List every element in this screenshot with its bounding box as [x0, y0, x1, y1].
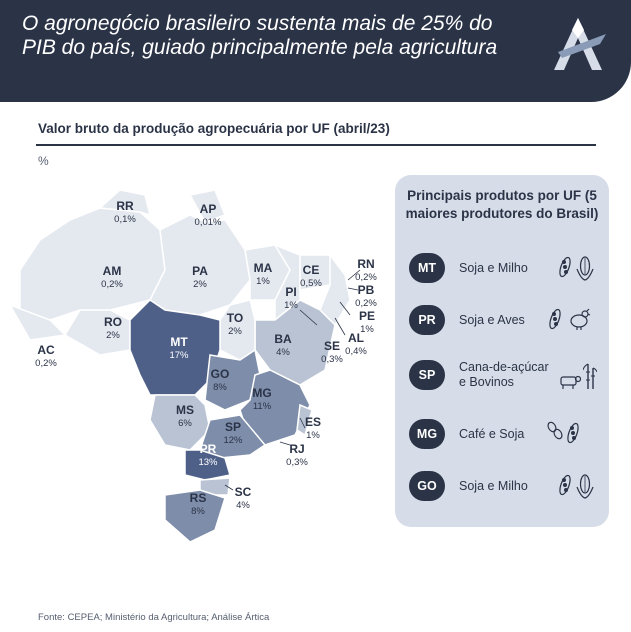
- product-row: SP Cana-de-açúcar e Bovinos: [409, 360, 599, 394]
- state-label-ac: AC 0,2%: [35, 343, 57, 370]
- state-label-es: ES 1%: [304, 415, 321, 442]
- coffee-bean-icon: [547, 421, 563, 440]
- state-label-se: SE 0,3%: [321, 339, 343, 366]
- state-label-mg: MG 11%: [252, 386, 272, 413]
- product-row: GO Soja e Milho: [409, 471, 599, 505]
- product-text: Soja e Milho: [459, 479, 528, 493]
- soy-icon: [549, 308, 561, 330]
- region-es: [296, 403, 313, 437]
- product-row: MT Soja e Milho: [409, 253, 599, 287]
- soy-icon: [559, 474, 571, 496]
- state-label-rs: RS 8%: [189, 491, 207, 518]
- corn-icon: [576, 256, 594, 281]
- state-label-go: GO 8%: [210, 367, 230, 394]
- product-row: MG Café e Soja: [409, 419, 599, 453]
- region-ap: [188, 189, 226, 223]
- state-label-pe: PE 1%: [358, 309, 375, 336]
- region-mt: [129, 299, 221, 396]
- uf-badge: MT: [409, 253, 445, 283]
- uf-badge: SP: [409, 360, 445, 390]
- divider: [36, 144, 596, 146]
- cow-icon: [560, 375, 581, 389]
- uf-badge: GO: [409, 471, 445, 501]
- state-label-ma: MA 1%: [253, 261, 273, 288]
- state-label-sc: SC 4%: [234, 485, 252, 512]
- chicken-icon: [570, 308, 591, 330]
- region-rr: [98, 189, 152, 217]
- state-label-ms: MS 6%: [176, 403, 194, 430]
- products-panel: Principais produtos por UF (5 maiores pr…: [395, 175, 609, 527]
- state-label-rn: RN 0,2%: [355, 257, 377, 284]
- state-label-ce: CE 0,5%: [300, 263, 322, 290]
- header-banner: O agronegócio brasileiro sustenta mais d…: [0, 0, 631, 102]
- company-logo-icon: [554, 18, 606, 70]
- state-label-rj: RJ 0,3%: [286, 442, 308, 469]
- region-am: [19, 207, 166, 321]
- state-label-rr: RR 0,1%: [114, 199, 136, 226]
- header-title: O agronegócio brasileiro sustenta mais d…: [22, 12, 498, 59]
- product-text: Café e Soja: [459, 427, 525, 441]
- state-label-am: AM 0,2%: [101, 264, 123, 291]
- state-label-pa: PA 2%: [192, 264, 208, 291]
- region-pa: [149, 214, 251, 316]
- region-rs: [164, 489, 226, 543]
- product-text: Cana-de-açúcar e Bovinos: [459, 360, 549, 389]
- product-row: PR Soja e Aves: [409, 305, 599, 339]
- region-pr: [184, 449, 231, 481]
- region-ba: [254, 299, 336, 386]
- uf-badge: MG: [409, 419, 445, 449]
- unit-label: %: [38, 154, 49, 168]
- uf-badge: PR: [409, 305, 445, 335]
- soy-icon: [559, 256, 571, 278]
- soy-icon: [567, 422, 579, 444]
- brazil-map: [8, 189, 361, 543]
- product-text: Soja e Aves: [459, 313, 525, 327]
- state-label-mt: MT 17%: [169, 335, 189, 362]
- state-label-pr: PR 13%: [198, 442, 218, 469]
- state-label-sp: SP 12%: [223, 420, 243, 447]
- region-mg: [239, 369, 311, 446]
- chart-subtitle: Valor bruto da produção agropecuária por…: [38, 121, 390, 136]
- state-label-to: TO 2%: [226, 311, 244, 338]
- corn-icon: [576, 474, 594, 499]
- region-ms: [149, 394, 211, 451]
- state-label-pi: PI 1%: [284, 285, 298, 312]
- state-label-pb: PB 0,2%: [355, 283, 377, 310]
- sugarcane-icon: [583, 363, 597, 389]
- state-label-al: AL 0,4%: [345, 331, 367, 358]
- state-label-ba: BA 4%: [274, 332, 292, 359]
- source-footer: Fonte: CEPEA; Ministério da Agricultura;…: [38, 612, 270, 623]
- state-label-ap: AP 0,01%: [194, 202, 222, 229]
- state-label-ro: RO 2%: [104, 315, 122, 342]
- panel-title: Principais produtos por UF (5 maiores pr…: [405, 188, 599, 221]
- product-text: Soja e Milho: [459, 261, 528, 275]
